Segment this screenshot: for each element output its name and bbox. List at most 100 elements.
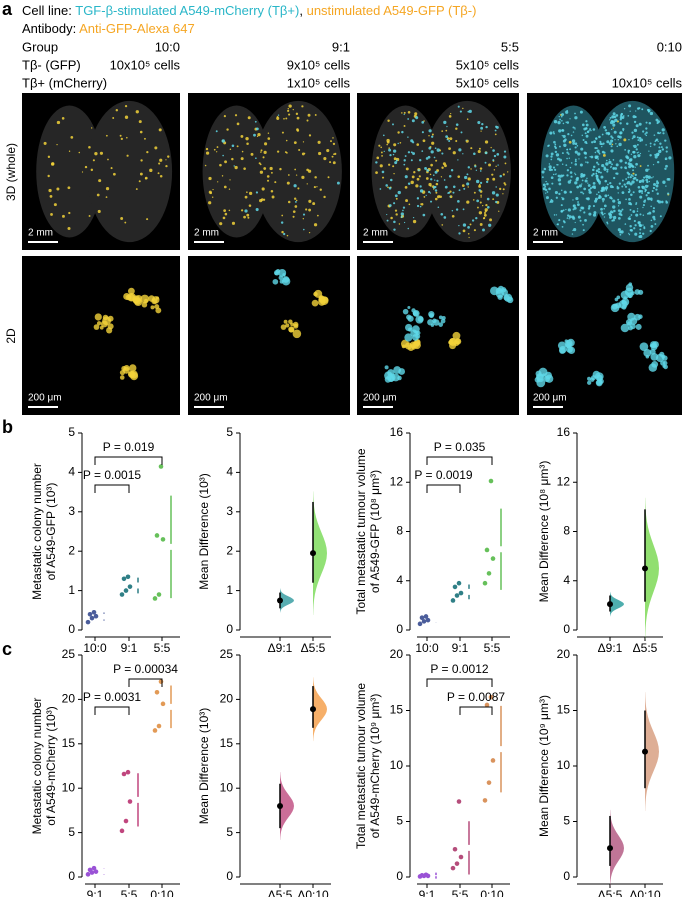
y-tick-label: 5 xyxy=(68,825,75,839)
signal-dot xyxy=(441,224,444,226)
signal-dot xyxy=(317,140,321,144)
y-tick-label: 5 xyxy=(396,814,403,828)
signal-dot xyxy=(554,173,556,175)
signal-dot xyxy=(295,174,298,176)
signal-dot xyxy=(420,203,424,206)
signal-dot xyxy=(638,122,642,126)
signal-dot xyxy=(416,143,420,146)
signal-dot xyxy=(555,153,560,157)
data-point xyxy=(486,780,492,785)
signal-blob xyxy=(408,327,413,332)
mean-difference xyxy=(277,802,283,809)
data-point xyxy=(127,799,133,804)
signal-dot xyxy=(486,177,490,181)
y-axis-label: of A549-mCherry (10³) xyxy=(44,706,58,825)
signal-dot xyxy=(665,150,668,153)
signal-dot xyxy=(492,149,495,152)
signal-dot xyxy=(495,165,497,168)
signal-dot xyxy=(638,235,641,238)
signal-dot xyxy=(605,159,608,162)
signal-dot xyxy=(566,214,570,217)
signal-dot xyxy=(541,170,545,174)
signal-dot xyxy=(429,173,432,176)
signal-dot xyxy=(401,112,403,114)
signal-blob xyxy=(318,295,326,303)
signal-dot xyxy=(622,129,624,132)
signal-dot xyxy=(323,157,327,161)
signal-dot xyxy=(403,113,405,116)
signal-dot xyxy=(572,199,574,201)
signal-dot xyxy=(622,128,625,131)
signal-dot xyxy=(635,162,638,166)
data-point xyxy=(419,873,425,878)
signal-dot xyxy=(475,217,478,220)
signal-dot xyxy=(644,190,647,193)
signal-dot xyxy=(629,163,633,167)
signal-dot xyxy=(647,164,649,167)
signal-dot xyxy=(388,204,392,207)
signal-dot xyxy=(603,151,606,154)
signal-dot xyxy=(607,133,610,136)
signal-dot xyxy=(600,211,604,214)
signal-dot xyxy=(574,158,577,161)
signal-dot xyxy=(224,160,227,164)
signal-dot xyxy=(435,182,439,186)
signal-dot xyxy=(629,175,632,179)
signal-dot xyxy=(617,228,621,232)
signal-dot xyxy=(140,159,143,162)
data-point xyxy=(454,593,460,598)
signal-dot xyxy=(234,165,238,170)
signal-dot xyxy=(603,190,605,192)
signal-dot xyxy=(62,214,65,218)
signal-dot xyxy=(592,165,596,169)
signal-dot xyxy=(504,162,507,165)
signal-dot xyxy=(68,150,71,152)
signal-dot xyxy=(287,109,290,112)
signal-dot xyxy=(481,122,484,126)
signal-dot xyxy=(609,216,612,219)
signal-dot xyxy=(597,191,600,194)
data-point xyxy=(421,619,427,624)
signal-dot xyxy=(330,140,332,143)
signal-dot xyxy=(405,167,409,171)
signal-dot xyxy=(97,209,101,213)
signal-dot xyxy=(542,187,546,191)
signal-dot xyxy=(480,196,482,198)
signal-dot xyxy=(561,135,563,137)
signal-dot xyxy=(449,195,453,199)
signal-dot xyxy=(561,113,565,117)
signal-dot xyxy=(302,218,304,220)
signal-dot xyxy=(635,110,637,112)
signal-dot xyxy=(331,155,334,158)
data-point xyxy=(156,592,162,597)
signal-dot xyxy=(323,195,326,199)
signal-dot xyxy=(301,175,305,179)
signal-dot xyxy=(632,172,635,175)
micrograph: 2 mm xyxy=(188,93,350,250)
data-point xyxy=(425,617,431,623)
signal-dot xyxy=(212,188,214,191)
signal-dot xyxy=(654,153,657,156)
signal-dot xyxy=(651,176,653,179)
signal-dot xyxy=(598,152,601,155)
lung-lobe xyxy=(36,105,103,238)
signal-dot xyxy=(314,114,317,116)
signal-dot xyxy=(582,175,585,178)
signal-dot xyxy=(407,110,411,114)
signal-dot xyxy=(623,108,626,110)
signal-dot xyxy=(204,164,207,167)
signal-dot xyxy=(223,185,227,189)
signal-dot xyxy=(497,164,499,166)
data-point xyxy=(419,615,425,620)
signal-dot xyxy=(404,175,408,179)
signal-dot xyxy=(581,183,583,185)
signal-dot xyxy=(332,137,334,139)
signal-blob xyxy=(404,333,413,342)
signal-dot xyxy=(645,127,648,130)
signal-blob xyxy=(96,321,102,326)
signal-dot xyxy=(578,158,580,160)
signal-dot xyxy=(135,110,139,114)
signal-dot xyxy=(562,122,565,125)
signal-dot xyxy=(628,152,630,154)
signal-dot xyxy=(411,175,415,179)
